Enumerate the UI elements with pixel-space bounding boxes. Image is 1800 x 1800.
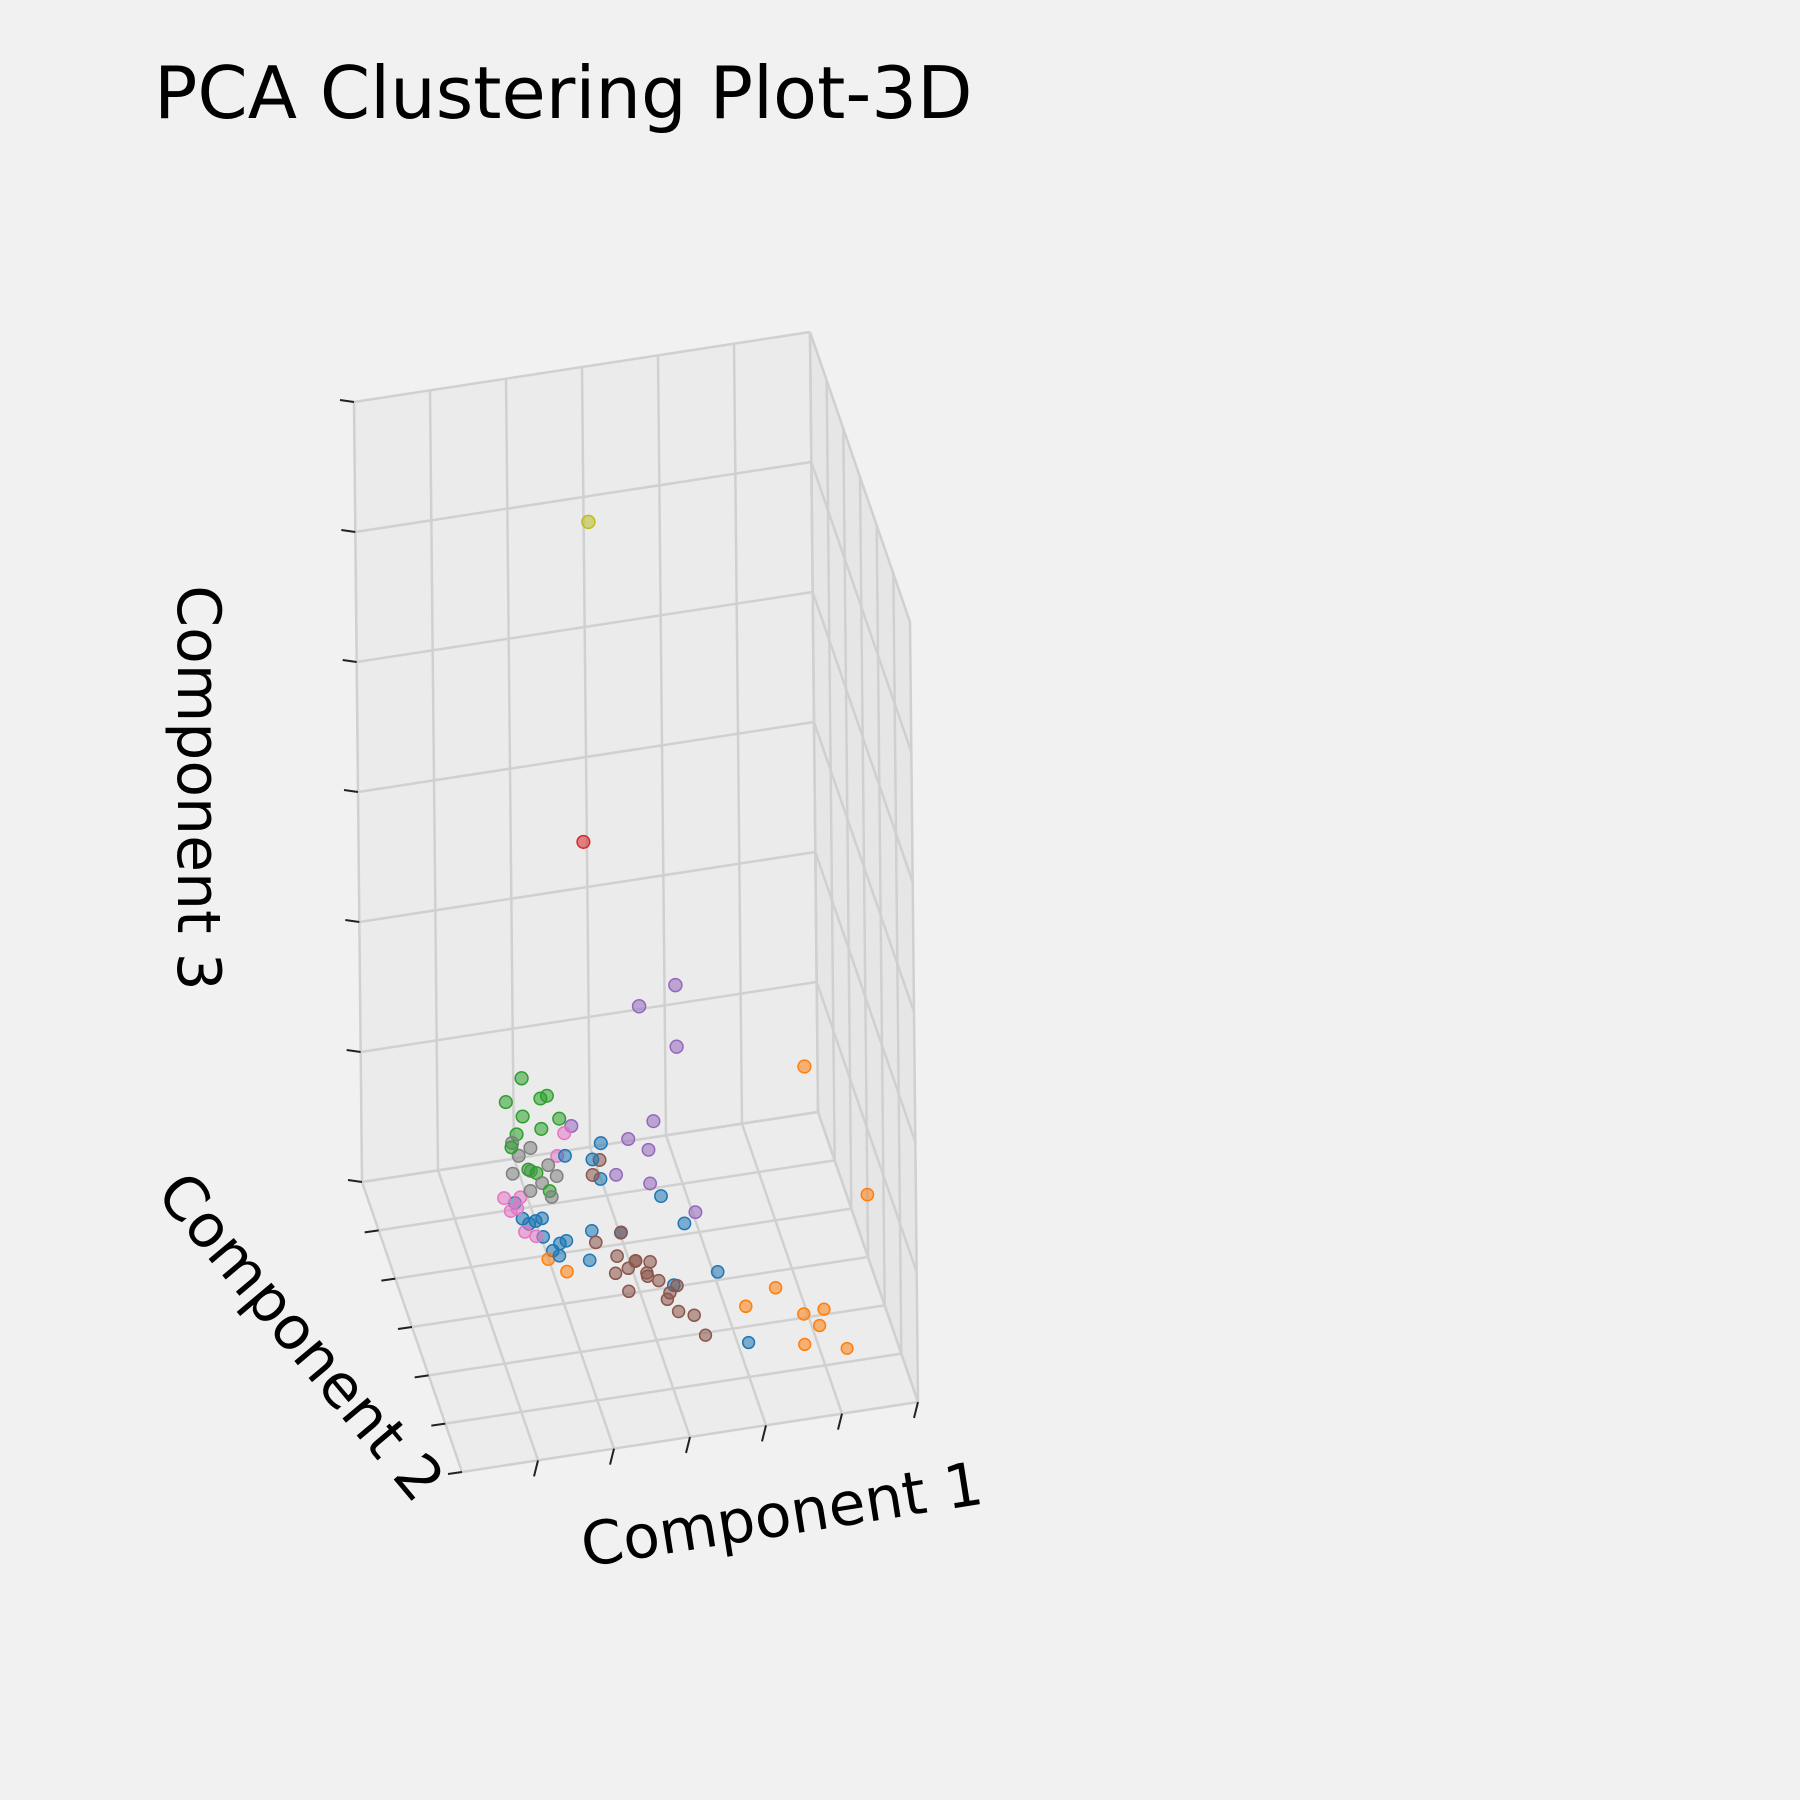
scatter-point-series-2	[521, 1162, 536, 1177]
scatter-point-series-4	[631, 999, 647, 1014]
scatter-point-series-0	[552, 1248, 567, 1263]
scatter-point-series-1	[739, 1299, 753, 1314]
scatter-point-series-1	[817, 1302, 831, 1316]
scatter-point-series-4	[641, 1142, 656, 1157]
y-tick	[414, 1374, 429, 1379]
scatter-point-series-5	[660, 1292, 675, 1307]
z-tick	[343, 789, 359, 793]
grid-line-back-z	[355, 460, 812, 534]
grid-line-side-z	[808, 331, 912, 623]
scatter-point-series-5	[651, 1273, 666, 1288]
chart-title: PCA Clustering Plot-3D	[154, 51, 973, 135]
scatter-point-series-1	[798, 1337, 812, 1352]
grid-line-back-z	[353, 330, 811, 404]
x-tick	[685, 1436, 691, 1454]
scatter-point-series-6	[510, 1201, 525, 1216]
scatter-point-series-0	[559, 1233, 574, 1248]
x-tick	[761, 1425, 767, 1442]
scatter-point-series-7	[549, 1169, 564, 1184]
grid-line-floor-x	[816, 1111, 920, 1403]
scatter-point-series-0	[558, 1148, 572, 1163]
y-tick	[447, 1471, 463, 1475]
scatter-point-series-3	[576, 834, 591, 849]
scatter-point-series-5	[614, 1225, 628, 1240]
scatter-point-series-0	[535, 1211, 549, 1226]
scatter-point-series-1	[797, 1059, 812, 1074]
scatter-point-series-6	[529, 1229, 543, 1244]
scatter-point-series-5	[687, 1308, 701, 1322]
scatter-point-series-1	[840, 1341, 854, 1355]
scatter-point-series-0	[677, 1216, 692, 1231]
scatter-point-series-0	[585, 1152, 600, 1167]
scatter-point-series-2	[514, 1071, 529, 1086]
scatter-point-series-5	[628, 1253, 643, 1268]
scatter-point-series-1	[812, 1318, 827, 1333]
scatter-point-series-7	[541, 1158, 556, 1173]
scatter-point-series-5	[608, 1266, 623, 1281]
scatter-point-series-7	[523, 1140, 538, 1155]
z-tick	[341, 529, 356, 533]
x-axis-label: Component 1	[576, 1449, 988, 1582]
scatter-point-series-0	[584, 1223, 599, 1238]
scatter-point-series-1	[768, 1281, 783, 1295]
scatter-point-series-7	[523, 1184, 538, 1198]
scatter-point-series-2	[534, 1121, 549, 1136]
scatter-point-series-5	[610, 1249, 624, 1263]
scatter-point-series-4	[609, 1167, 624, 1182]
scatter-point-series-6	[497, 1191, 512, 1206]
z-tick	[345, 919, 360, 923]
scatter-point-series-1	[560, 1264, 574, 1279]
scatter-point-series-5	[643, 1255, 657, 1269]
scatter-point-series-0	[593, 1136, 608, 1151]
scatter-point-series-0	[741, 1335, 756, 1350]
z-tick	[339, 399, 355, 403]
scatter-point-series-2	[515, 1109, 530, 1124]
z-tick	[342, 659, 357, 663]
scatter-point-series-6	[557, 1126, 572, 1141]
y-tick	[381, 1277, 396, 1282]
z-axis-label: Component 3	[163, 585, 233, 991]
scatter-point-series-2	[504, 1140, 519, 1155]
y-tick	[397, 1326, 413, 1330]
scatter-point-series-8	[581, 514, 596, 530]
grid-line-side-y	[908, 621, 920, 1403]
scatter-points	[497, 514, 875, 1355]
grid-line-side-z	[810, 461, 913, 753]
scatter-point-series-4	[621, 1131, 636, 1147]
scatter-point-series-5	[671, 1304, 686, 1319]
scatter-point-series-5	[640, 1266, 654, 1280]
scatter-point-series-5	[698, 1328, 713, 1342]
scatter-point-series-4	[669, 1039, 684, 1054]
grid-line-back-x	[808, 331, 820, 1113]
scatter-point-series-1	[541, 1252, 556, 1267]
tick-marks	[339, 399, 919, 1477]
z-tick	[346, 1049, 361, 1053]
scatter-point-series-0	[582, 1253, 597, 1268]
scatter-point-series-7	[505, 1166, 520, 1181]
scatter-point-series-4	[668, 977, 683, 993]
scatter-point-series-1	[860, 1187, 875, 1202]
scatter-point-series-4	[646, 1114, 661, 1129]
x-tick	[609, 1448, 615, 1465]
scatter-point-series-7	[544, 1189, 559, 1204]
scatter-point-series-1	[797, 1307, 811, 1321]
y-tick	[431, 1422, 446, 1427]
z-tick	[347, 1179, 363, 1183]
scatter-point-series-0	[654, 1189, 668, 1204]
x-tick	[837, 1413, 843, 1430]
scatter-point-series-5	[622, 1284, 636, 1299]
x-tick	[913, 1401, 919, 1419]
scatter-point-series-0	[710, 1265, 725, 1279]
scatter-point-series-2	[552, 1111, 567, 1126]
scatter-point-series-5	[588, 1235, 603, 1250]
y-tick	[364, 1229, 379, 1234]
scatter-point-series-5	[585, 1168, 600, 1182]
scatter-point-series-2	[498, 1095, 513, 1110]
x-tick	[533, 1460, 539, 1477]
grid-line-floor-y	[445, 1352, 902, 1425]
scatter-point-series-2	[539, 1088, 554, 1103]
scatter-point-series-4	[643, 1176, 658, 1191]
scatter-point-series-4	[688, 1205, 703, 1220]
